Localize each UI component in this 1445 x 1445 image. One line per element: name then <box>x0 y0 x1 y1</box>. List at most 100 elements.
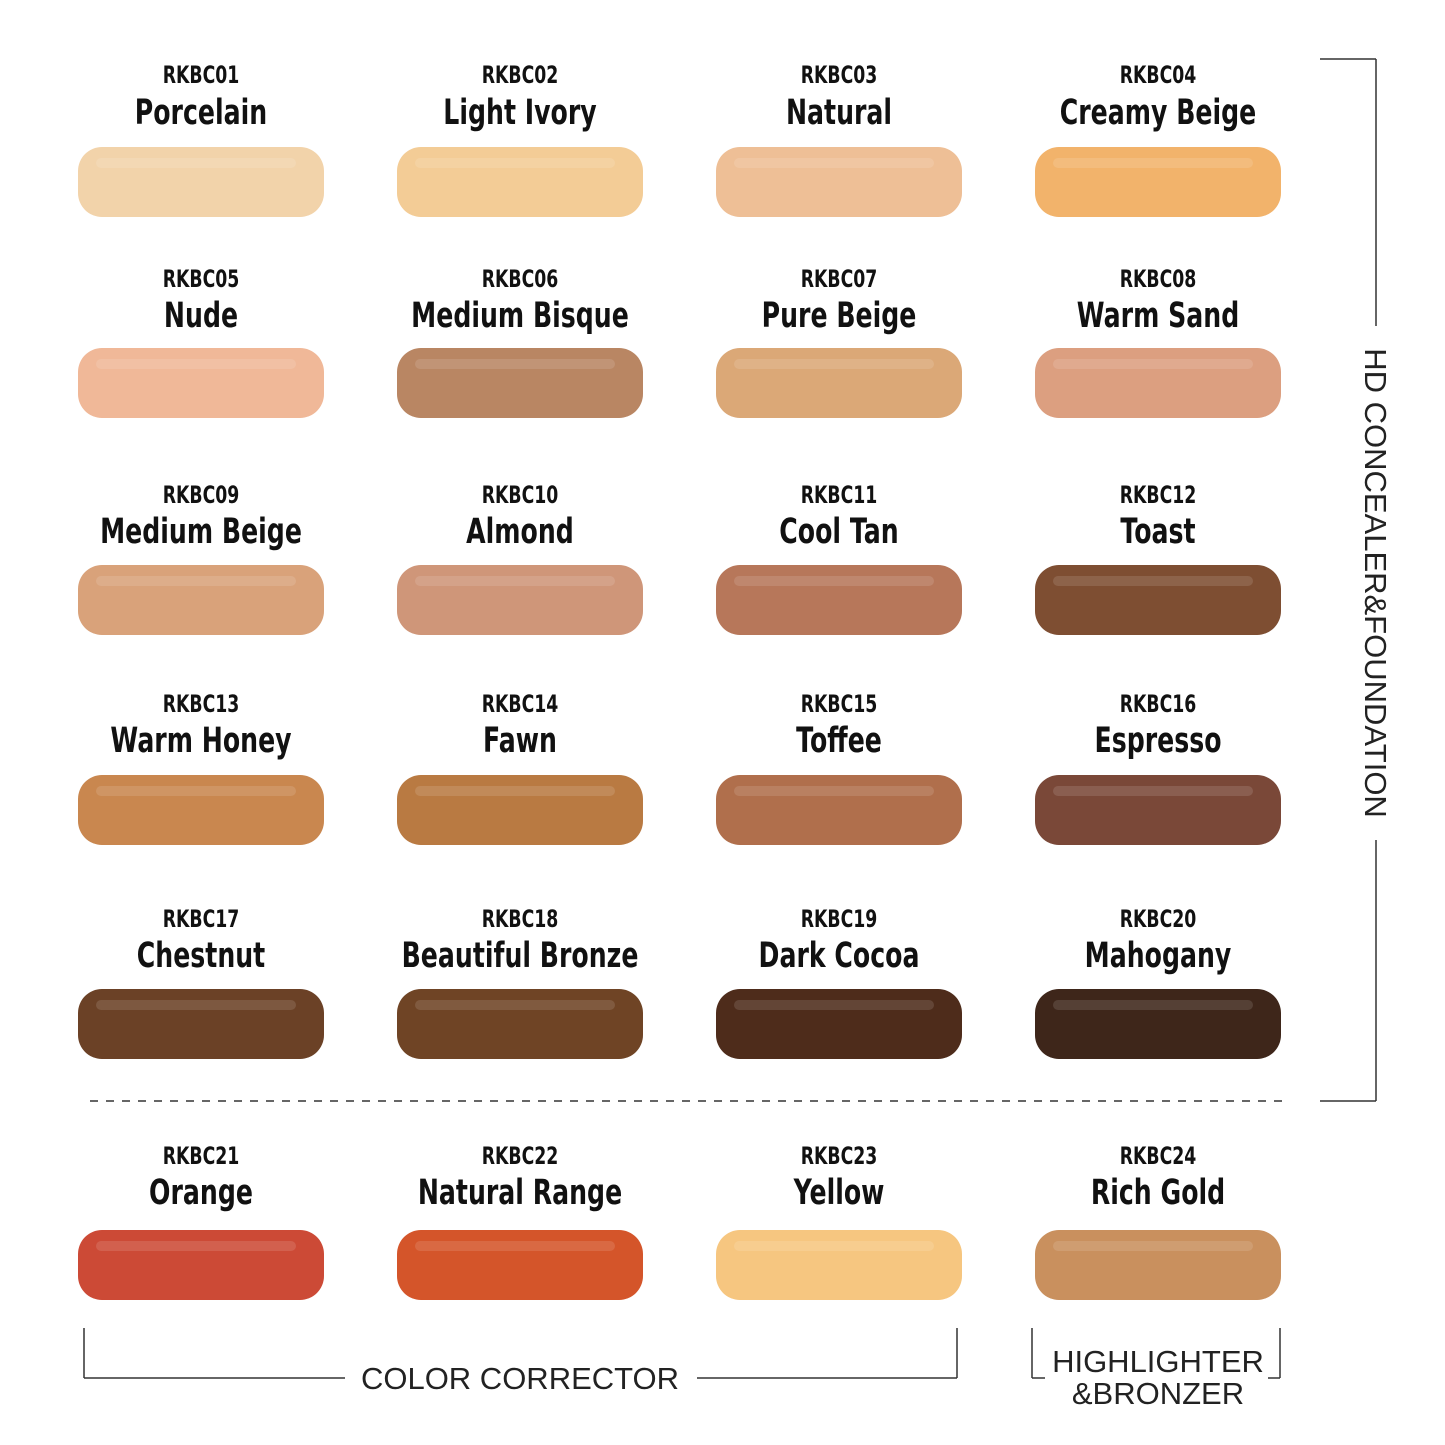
swatch <box>78 775 324 845</box>
swatch-code: RKBC03 <box>801 61 878 89</box>
swatch-name: Medium Bisque <box>411 296 629 336</box>
swatch-code: RKBC23 <box>801 1142 878 1170</box>
swatch <box>78 348 324 418</box>
swatch-code: RKBC19 <box>801 905 878 933</box>
swatch-name: Light Ivory <box>443 93 597 133</box>
swatch-name: Natural <box>786 93 892 133</box>
swatch-sheen <box>415 1241 615 1251</box>
swatch-name: Nude <box>164 296 238 336</box>
swatch-name: Almond <box>466 512 574 552</box>
swatch-name: Cool Tan <box>779 512 898 552</box>
swatch-code: RKBC09 <box>163 481 240 509</box>
swatch <box>78 1230 324 1300</box>
swatch <box>1035 775 1281 845</box>
swatch-code: RKBC02 <box>482 61 559 89</box>
swatch <box>397 147 643 217</box>
swatch-code: RKBC06 <box>482 265 559 293</box>
swatch-sheen <box>734 1000 934 1010</box>
swatch-sheen <box>734 158 934 168</box>
swatch-code: RKBC10 <box>482 481 559 509</box>
swatch-code: RKBC17 <box>163 905 240 933</box>
swatch <box>78 147 324 217</box>
swatch-sheen <box>96 1241 296 1251</box>
swatch-code: RKBC22 <box>482 1142 559 1170</box>
swatch <box>716 147 962 217</box>
swatch-sheen <box>734 576 934 586</box>
swatch-sheen <box>96 1000 296 1010</box>
swatch <box>716 989 962 1059</box>
swatch-name: Orange <box>149 1173 253 1213</box>
swatch-code: RKBC08 <box>1120 265 1197 293</box>
swatch-name: Beautiful Bronze <box>402 936 639 976</box>
swatch-sheen <box>734 1241 934 1251</box>
swatch <box>397 565 643 635</box>
swatch-name: Espresso <box>1094 721 1221 761</box>
swatch-code: RKBC24 <box>1120 1142 1197 1170</box>
swatch-name: Yellow <box>793 1173 885 1213</box>
swatch-name: Warm Honey <box>110 721 291 761</box>
swatch <box>716 775 962 845</box>
swatch-sheen <box>734 359 934 369</box>
swatch-code: RKBC13 <box>163 690 240 718</box>
swatch <box>1035 1230 1281 1300</box>
swatch-sheen <box>1053 1241 1253 1251</box>
swatch-code: RKBC11 <box>801 481 878 509</box>
swatch <box>78 565 324 635</box>
swatch-name: Warm Sand <box>1077 296 1239 336</box>
swatch <box>397 348 643 418</box>
swatch-code: RKBC15 <box>801 690 878 718</box>
swatch-sheen <box>1053 576 1253 586</box>
swatch-name: Rich Gold <box>1091 1173 1225 1213</box>
swatch-sheen <box>415 576 615 586</box>
swatch-code: RKBC05 <box>163 265 240 293</box>
swatch-sheen <box>96 576 296 586</box>
swatch-code: RKBC16 <box>1120 690 1197 718</box>
swatch-code: RKBC12 <box>1120 481 1197 509</box>
swatch <box>1035 565 1281 635</box>
swatch-code: RKBC18 <box>482 905 559 933</box>
swatch <box>78 989 324 1059</box>
swatch <box>716 1230 962 1300</box>
swatch-sheen <box>1053 359 1253 369</box>
swatch-code: RKBC20 <box>1120 905 1197 933</box>
swatch <box>1035 348 1281 418</box>
swatch-sheen <box>96 359 296 369</box>
swatch-sheen <box>96 786 296 796</box>
swatch <box>716 348 962 418</box>
swatch-name: Dark Cocoa <box>759 936 920 976</box>
swatch <box>1035 989 1281 1059</box>
swatch-name: Porcelain <box>135 93 267 133</box>
swatch <box>397 1230 643 1300</box>
group-label: HIGHLIGHTER <box>1052 1344 1264 1379</box>
swatch-sheen <box>1053 158 1253 168</box>
swatch-sheen <box>415 359 615 369</box>
swatch <box>397 989 643 1059</box>
swatch-name: Natural Range <box>418 1173 622 1213</box>
swatch-name: Fawn <box>483 721 557 761</box>
swatch-sheen <box>1053 1000 1253 1010</box>
swatch <box>397 775 643 845</box>
swatch-code: RKBC21 <box>163 1142 240 1170</box>
swatch-name: Mahogany <box>1085 936 1232 976</box>
swatch-code: RKBC07 <box>801 265 878 293</box>
swatch-sheen <box>1053 786 1253 796</box>
swatch-name: Medium Beige <box>100 512 302 552</box>
swatch-sheen <box>734 786 934 796</box>
swatch-name: Toast <box>1120 512 1195 552</box>
swatch-name: Chestnut <box>137 936 265 976</box>
swatch-name: Creamy Beige <box>1060 93 1256 133</box>
swatch-sheen <box>415 1000 615 1010</box>
swatch-name: Pure Beige <box>762 296 917 336</box>
swatch <box>716 565 962 635</box>
group-label: &BRONZER <box>1072 1376 1244 1411</box>
swatch-sheen <box>415 786 615 796</box>
swatch-code: RKBC01 <box>163 61 240 89</box>
swatch <box>1035 147 1281 217</box>
swatch-sheen <box>96 158 296 168</box>
swatch-code: RKBC04 <box>1120 61 1197 89</box>
swatch-code: RKBC14 <box>482 690 559 718</box>
group-label: HD CONCEALER&FOUNDATION <box>1358 348 1393 818</box>
swatch-sheen <box>415 158 615 168</box>
group-label: COLOR CORRECTOR <box>361 1361 679 1396</box>
